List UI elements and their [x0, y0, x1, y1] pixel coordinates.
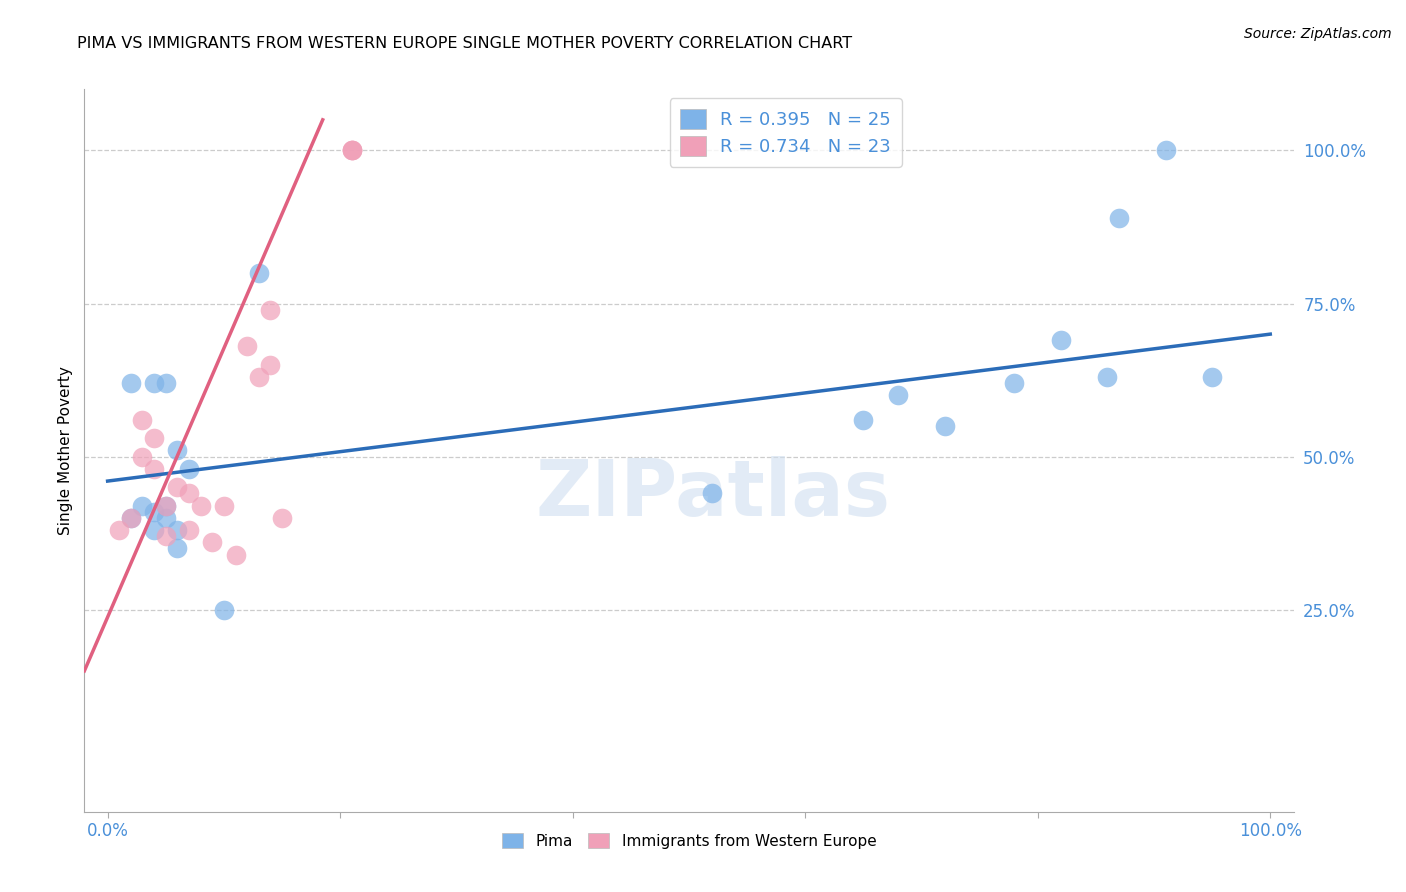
Point — [143, 462, 166, 476]
Point — [143, 505, 166, 519]
Point — [1154, 144, 1177, 158]
Text: ZIPatlas: ZIPatlas — [536, 456, 890, 532]
Point — [177, 486, 200, 500]
Point — [236, 339, 259, 353]
Point — [108, 523, 131, 537]
Point — [340, 144, 363, 158]
Point — [340, 144, 363, 158]
Point — [212, 602, 235, 616]
Point — [934, 419, 956, 434]
Point — [166, 523, 188, 537]
Point — [212, 499, 235, 513]
Legend: Pima, Immigrants from Western Europe: Pima, Immigrants from Western Europe — [495, 827, 883, 855]
Point — [190, 499, 212, 513]
Point — [120, 376, 142, 390]
Point — [155, 499, 177, 513]
Point — [166, 541, 188, 556]
Point — [340, 144, 363, 158]
Point — [247, 266, 270, 280]
Point — [120, 511, 142, 525]
Point — [852, 413, 875, 427]
Point — [1050, 333, 1073, 347]
Point — [1097, 370, 1119, 384]
Point — [120, 511, 142, 525]
Point — [201, 535, 224, 549]
Point — [1108, 211, 1130, 225]
Point — [131, 450, 153, 464]
Point — [166, 480, 188, 494]
Point — [155, 511, 177, 525]
Point — [131, 499, 153, 513]
Point — [166, 443, 188, 458]
Point — [271, 511, 294, 525]
Point — [143, 431, 166, 445]
Point — [1201, 370, 1223, 384]
Point — [247, 370, 270, 384]
Point — [155, 529, 177, 543]
Text: Source: ZipAtlas.com: Source: ZipAtlas.com — [1244, 27, 1392, 41]
Point — [1004, 376, 1026, 390]
Point — [131, 413, 153, 427]
Y-axis label: Single Mother Poverty: Single Mother Poverty — [58, 366, 73, 535]
Point — [259, 302, 281, 317]
Point — [155, 499, 177, 513]
Point — [143, 523, 166, 537]
Point — [177, 523, 200, 537]
Point — [143, 376, 166, 390]
Point — [177, 462, 200, 476]
Text: PIMA VS IMMIGRANTS FROM WESTERN EUROPE SINGLE MOTHER POVERTY CORRELATION CHART: PIMA VS IMMIGRANTS FROM WESTERN EUROPE S… — [77, 36, 852, 51]
Point — [259, 358, 281, 372]
Point — [225, 548, 247, 562]
Point — [887, 388, 910, 402]
Point — [155, 376, 177, 390]
Point — [702, 486, 724, 500]
